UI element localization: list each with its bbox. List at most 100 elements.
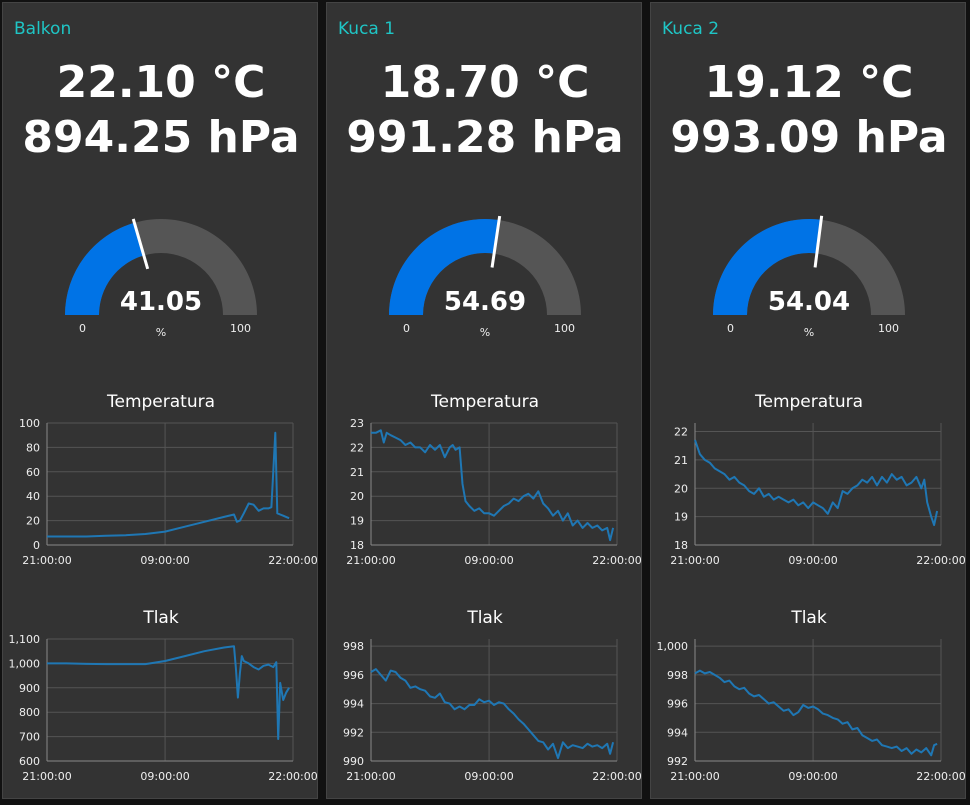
- gauge-value: 54.04: [767, 287, 851, 317]
- gauge-min-label: 0: [79, 322, 86, 335]
- pressure-chart: 600 700 800 900 1,000 1,100 21:00:00 09:00:00 22…: [9, 633, 318, 783]
- gauge-unit: %: [155, 326, 167, 339]
- temperature-chart-title: Temperatura: [754, 392, 864, 412]
- pressure-chart-title: Tlak: [143, 608, 179, 628]
- temperature-value: 22.10 °C: [56, 57, 266, 108]
- y-tick-label: 19: [350, 515, 364, 528]
- y-tick-label: 21: [350, 466, 364, 479]
- gauge-unit: %: [803, 326, 815, 339]
- y-tick-label: 1,000: [657, 640, 689, 653]
- y-tick-label: 100: [19, 417, 40, 430]
- x-tick-label: 22:00:00: [916, 770, 965, 783]
- y-tick-label: 20: [26, 515, 40, 528]
- temperature-value: 18.70 °C: [380, 57, 590, 108]
- gauge-needle: [813, 215, 824, 268]
- y-tick-label: 900: [19, 682, 40, 695]
- y-tick-label: 994: [343, 698, 364, 711]
- pressure-chart: 990 992 994 996 998 21:00:00 09:00:00 22:00:00: [343, 639, 642, 783]
- y-tick-label: 1,000: [9, 657, 41, 670]
- y-tick-label: 22: [350, 441, 364, 454]
- x-tick-label: 22:00:00: [916, 554, 965, 567]
- y-tick-label: 18: [350, 539, 364, 552]
- temperature-chart: 0 20 40 60 80 100 21:00:00 09:00:00 22:00:00: [19, 417, 318, 567]
- y-tick-label: 22: [674, 426, 688, 439]
- x-tick-label: 09:00:00: [788, 554, 837, 567]
- gauge-fill: [65, 222, 144, 315]
- y-tick-label: 20: [350, 490, 364, 503]
- gauge-value: 41.05: [119, 287, 203, 317]
- x-tick-label: 09:00:00: [140, 770, 189, 783]
- y-tick-label: 600: [19, 755, 40, 768]
- x-tick-label: 21:00:00: [670, 770, 719, 783]
- y-tick-label: 998: [667, 669, 688, 682]
- x-tick-label: 21:00:00: [346, 770, 395, 783]
- pressure-chart-title: Tlak: [791, 608, 827, 628]
- gauge-needle: [131, 218, 150, 270]
- x-tick-label: 22:00:00: [268, 554, 317, 567]
- y-tick-label: 23: [350, 417, 364, 430]
- gauge-max-label: 100: [878, 322, 899, 335]
- y-tick-label: 996: [343, 669, 364, 682]
- x-tick-label: 22:00:00: [268, 770, 317, 783]
- gauge-unit: %: [479, 326, 491, 339]
- pressure-chart: 992 994 996 998 1,000 21:00:00 09:00:00 22:00:0…: [657, 639, 966, 783]
- y-tick-label: 18: [674, 539, 688, 552]
- y-tick-label: 21: [674, 454, 688, 467]
- x-tick-label: 22:00:00: [592, 770, 641, 783]
- x-tick-label: 09:00:00: [464, 554, 513, 567]
- x-tick-label: 09:00:00: [464, 770, 513, 783]
- temperature-chart: 18 19 20 21 22 21:00:00 09:00:00 22:00:00: [670, 423, 966, 567]
- panel-kuca-1: Kuca 1 18.70 °C 991.28 hPa 54.69 % 0 100…: [326, 2, 642, 799]
- humidity-gauge: [65, 218, 257, 315]
- temperature-chart: 18 19 20 21 22 23 21:00:00 09:00:00 22:00:00: [346, 417, 641, 567]
- temperature-chart-title: Temperatura: [106, 392, 216, 412]
- x-tick-label: 21:00:00: [670, 554, 719, 567]
- x-tick-label: 21:00:00: [22, 770, 71, 783]
- x-tick-label: 09:00:00: [788, 770, 837, 783]
- temperature-value: 19.12 °C: [704, 57, 914, 108]
- x-tick-label: 22:00:00: [592, 554, 641, 567]
- y-tick-label: 0: [33, 539, 40, 552]
- y-tick-label: 994: [667, 726, 688, 739]
- y-tick-label: 80: [26, 441, 40, 454]
- y-tick-label: 40: [26, 490, 40, 503]
- humidity-gauge: [389, 215, 581, 315]
- y-tick-label: 992: [667, 755, 688, 768]
- gauge-fill: [389, 219, 500, 315]
- gauge-fill: [713, 219, 822, 315]
- gauge-min-label: 0: [403, 322, 410, 335]
- pressure-value: 991.28 hPa: [346, 112, 624, 163]
- series-line: [370, 668, 615, 760]
- panel-kuca-2: Kuca 2 19.12 °C 993.09 hPa 54.04 % 0 100…: [650, 2, 966, 799]
- series-line: [371, 429, 615, 542]
- y-tick-label: 998: [343, 640, 364, 653]
- pressure-value: 993.09 hPa: [670, 112, 948, 163]
- pressure-chart-title: Tlak: [467, 608, 503, 628]
- panel-title: Kuca 2: [662, 19, 720, 39]
- y-tick-label: 996: [667, 698, 688, 711]
- x-tick-label: 21:00:00: [346, 554, 395, 567]
- gauge-value: 54.69: [443, 287, 527, 317]
- series-line: [694, 439, 939, 527]
- y-tick-label: 60: [26, 466, 40, 479]
- y-tick-label: 990: [343, 755, 364, 768]
- x-tick-label: 21:00:00: [22, 554, 71, 567]
- y-tick-label: 19: [674, 511, 688, 524]
- humidity-gauge: [713, 215, 905, 315]
- gauge-max-label: 100: [554, 322, 575, 335]
- y-tick-label: 700: [19, 731, 40, 744]
- panel-title: Kuca 1: [338, 19, 396, 39]
- series-line: [47, 645, 290, 740]
- series-line: [694, 669, 938, 757]
- gauge-max-label: 100: [230, 322, 251, 335]
- pressure-value: 894.25 hPa: [22, 112, 300, 163]
- gauge-min-label: 0: [727, 322, 734, 335]
- gauge-needle: [490, 215, 502, 268]
- y-tick-label: 20: [674, 482, 688, 495]
- y-tick-label: 1,100: [9, 633, 41, 646]
- series-line: [47, 431, 290, 538]
- x-tick-label: 09:00:00: [140, 554, 189, 567]
- y-tick-label: 800: [19, 706, 40, 719]
- temperature-chart-title: Temperatura: [430, 392, 540, 412]
- panel-balkon: Balkon 22.10 °C 894.25 hPa 41.05 % 0 100…: [2, 2, 318, 799]
